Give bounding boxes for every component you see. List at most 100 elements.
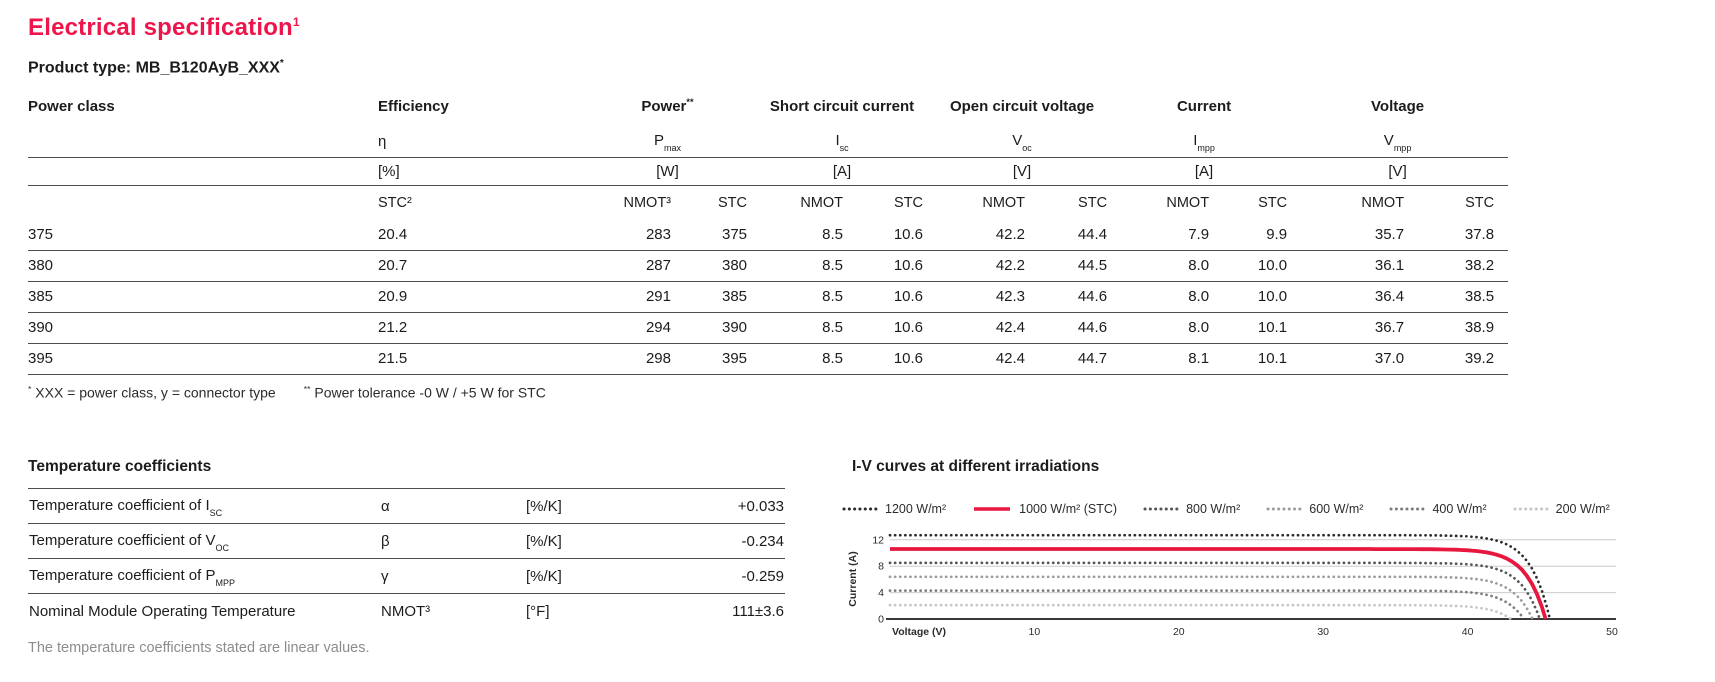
- spec-condition-stc: STC: [1078, 194, 1108, 211]
- spec-value-cell: 44.6: [1039, 312, 1122, 344]
- spec-symbol-row: η Pmax Isc Voc Impp Vmpp: [28, 125, 1508, 157]
- spec-condition-empty: [28, 185, 378, 219]
- spec-row-390: 390 21.2 294 390 8.5 10.6 42.4 44.6 8.0 10.1 36.7 3…: [28, 312, 1509, 344]
- footnote1-text: XXX = power class, y = connector type: [31, 384, 276, 401]
- spec-condition-row: STC² NMOT³ STC NMOT STC NMOT STC NMOT STC NMOT STC: [28, 185, 1508, 219]
- spec-value-cell: 8.5: [761, 219, 858, 251]
- electrical-spec-table: Power class Efficiency Power** Short circui…: [28, 87, 1509, 375]
- axis-text: Current (A): [847, 551, 859, 606]
- temperature-table-body: Temperature coefficient of ISC α [%/K] +0.0…: [28, 488, 785, 629]
- spec-value-cell: 8.0: [1121, 312, 1224, 344]
- spec-group-label: Current: [1176, 97, 1232, 115]
- spec-group-label: Power**: [641, 97, 694, 116]
- spec-value-cell: 44.5: [1039, 250, 1122, 282]
- spec-symbol: η: [378, 132, 387, 150]
- spec-value-cell: 20.9: [378, 281, 588, 313]
- spec-value-cell: 21.5: [378, 343, 588, 375]
- spec-condition-nmot: NMOT: [1166, 194, 1210, 211]
- power-class-cell: 390: [28, 312, 378, 344]
- spec-value-cell: 10.6: [857, 219, 938, 251]
- legend-label: 1200 W/m²: [885, 502, 947, 516]
- axis-text: 0: [878, 614, 884, 626]
- legend-line-sample-icon: [974, 507, 1011, 511]
- temp-symbol-cell: α: [380, 488, 525, 524]
- spec-group-label: Power class: [28, 97, 115, 115]
- chart-plot-area: 0 4 8 12 10 20 30 40 50 Voltage (V) Current (A): [840, 522, 1715, 682]
- temp-value-cell: -0.234: [655, 523, 785, 559]
- spec-row-375: 375 20.4 283 375 8.5 10.6 42.2 44.4 7.9 9.9 35.7 37…: [28, 219, 1509, 251]
- spec-value-cell: 42.4: [937, 343, 1040, 375]
- spec-value-cell: 10.6: [857, 281, 938, 313]
- legend-item: 400 W/m²: [1389, 502, 1487, 516]
- spec-value-cell: 37.0: [1301, 343, 1419, 375]
- spec-condition-nmot: NMOT: [982, 194, 1026, 211]
- temperature-coefficients-table: Temperature coefficient of ISC α [%/K] +0.0…: [28, 488, 785, 629]
- spec-value-cell: 10.0: [1223, 281, 1302, 313]
- legend-label: 1000 W/m² (STC): [1019, 502, 1118, 516]
- spec-value-cell: 9.9: [1223, 219, 1302, 251]
- legend-line-sample-icon: [1389, 507, 1425, 511]
- axis-text: 20: [1173, 626, 1185, 638]
- spec-value-cell: 42.2: [937, 250, 1040, 282]
- power-class-cell: 380: [28, 250, 378, 282]
- temp-symbol-cell: NMOT³: [380, 593, 525, 629]
- spec-value-cell: 283: [588, 219, 685, 251]
- spec-condition-stc: STC²: [378, 194, 412, 211]
- spec-value-cell: 385: [685, 281, 762, 313]
- spec-condition-stc: STC: [718, 194, 748, 211]
- spec-value-cell: 21.2: [378, 312, 588, 344]
- spec-value-cell: 8.5: [761, 250, 858, 282]
- spec-unit: [W]: [588, 156, 762, 186]
- spec-value-cell: 42.2: [937, 219, 1040, 251]
- spec-value-cell: 10.6: [857, 312, 938, 344]
- spec-value-cell: 44.6: [1039, 281, 1122, 313]
- spec-unit: [%]: [378, 156, 588, 186]
- legend-line-sample-icon: [1266, 507, 1302, 511]
- spec-condition-nmot: NMOT³: [623, 194, 671, 211]
- spec-symbol: Isc: [835, 131, 849, 153]
- temperature-note: The temperature coefficients stated are …: [28, 639, 370, 656]
- spec-unit: [V]: [1301, 156, 1509, 186]
- iv-curve-800: [888, 561, 1542, 621]
- legend-item: 1200 W/m²: [842, 502, 946, 516]
- spec-symbol: Pmax: [653, 131, 682, 153]
- spec-value-cell: 395: [685, 343, 762, 375]
- spec-value-cell: 39.2: [1418, 343, 1509, 375]
- spec-value-cell: 44.7: [1039, 343, 1122, 375]
- spec-value-cell: 10.1: [1223, 312, 1302, 344]
- iv-curve-1200: [888, 533, 1552, 621]
- temp-unit-cell: [%/K]: [525, 558, 655, 594]
- spec-value-cell: 8.5: [761, 281, 858, 313]
- spec-value-cell: 38.2: [1418, 250, 1509, 282]
- spec-group-label: Short circuit current: [769, 97, 915, 115]
- iv-curve-1000: [890, 547, 1548, 620]
- spec-value-cell: 42.4: [937, 312, 1040, 344]
- spec-unit: [V]: [937, 156, 1122, 186]
- spec-value-cell: 375: [685, 219, 762, 251]
- iv-curve-200: [888, 603, 1513, 621]
- spec-value-cell: 35.7: [1301, 219, 1419, 251]
- spec-value-cell: 390: [685, 312, 762, 344]
- axis-text: 4: [878, 587, 884, 599]
- spec-value-cell: 36.4: [1301, 281, 1419, 313]
- temp-coefficient-row: Temperature coefficient of VOC β [%/K] -0.2…: [28, 523, 785, 559]
- product-type-text: Product type: MB_B120AyB_XXX: [28, 59, 280, 77]
- spec-value-cell: 10.1: [1223, 343, 1302, 375]
- power-class-cell: 395: [28, 343, 378, 375]
- spec-value-cell: 380: [685, 250, 762, 282]
- temperature-coefficients-section: Temperature coefficients Temperature coe…: [28, 458, 785, 656]
- spec-group-label: Efficiency: [378, 97, 449, 115]
- legend-item: 600 W/m²: [1266, 502, 1363, 516]
- spec-value-cell: 10.0: [1223, 250, 1302, 282]
- temp-name-cell: Temperature coefficient of PMPP: [28, 558, 380, 594]
- spec-value-cell: 10.6: [857, 250, 938, 282]
- spec-footnotes: * XXX = power class, y = connector type *…: [28, 384, 1508, 401]
- iv-curves-chart: I-V curves at different irradiations 120…: [840, 458, 1715, 682]
- legend-line-sample-icon: [1143, 507, 1179, 511]
- spec-value-cell: 294: [588, 312, 685, 344]
- spec-condition-stc: STC: [1258, 194, 1288, 211]
- temp-coefficient-row: Nominal Module Operating Temperature NMOT…: [28, 593, 785, 629]
- temp-symbol-cell: γ: [380, 558, 525, 594]
- page-title-text: Electrical specification: [28, 14, 293, 41]
